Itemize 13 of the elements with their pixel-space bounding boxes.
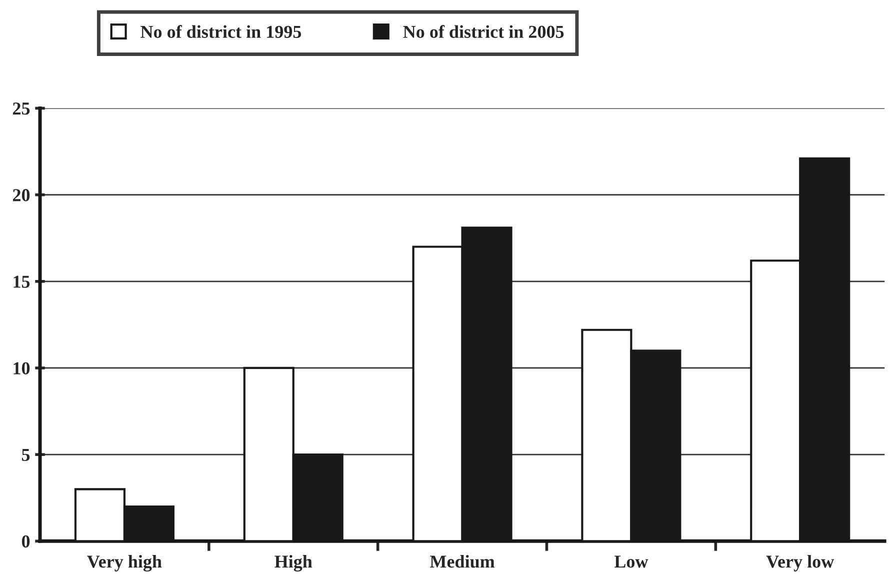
x-tick-label: Low [614,556,648,568]
y-tick-label: 0 [22,535,30,548]
x-tick-label: High [274,555,312,572]
x-tick-label: Very high [87,555,162,572]
y-tick-label: 10 [14,362,30,374]
x-tick-label: Very low [766,555,834,572]
x-tick-label: Medium [430,555,495,568]
y-tick-label: 5 [22,448,30,461]
y-tick-label: 20 [12,189,30,202]
legend-label: No of district in 2005 [403,25,564,38]
legend-label: No of district in 1995 [140,25,302,38]
y-tick-label: 15 [14,276,30,288]
y-tick-label: 25 [12,102,30,115]
